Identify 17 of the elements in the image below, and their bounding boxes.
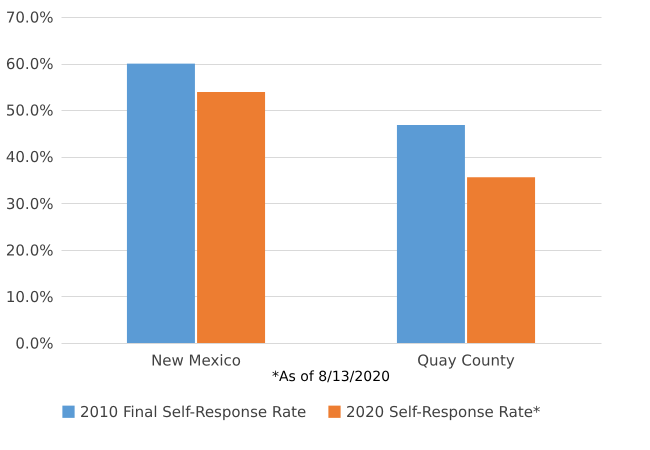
y-tick-label: 10.0% [6, 288, 54, 306]
bar [126, 64, 195, 343]
legend-label: 2020 Self-Response Rate* [346, 402, 541, 421]
y-tick-label: 50.0% [6, 102, 54, 120]
x-tick-label: Quay County [417, 352, 515, 370]
x-tick-label: New Mexico [151, 352, 241, 370]
y-tick-label: 60.0% [6, 55, 54, 74]
bar [396, 125, 465, 343]
y-tick-label: 0.0% [15, 334, 54, 352]
text: *As of 8/13/2020 [272, 369, 390, 385]
y-tick-label: 70.0% [6, 8, 54, 26]
y-tick-label: 20.0% [6, 241, 54, 260]
legend-label: 2010 Final Self-Response Rate [80, 402, 306, 421]
y-tick-label: 40.0% [6, 148, 54, 166]
bar [197, 92, 266, 343]
y-tick-label: 30.0% [6, 194, 54, 213]
bar [467, 177, 536, 343]
